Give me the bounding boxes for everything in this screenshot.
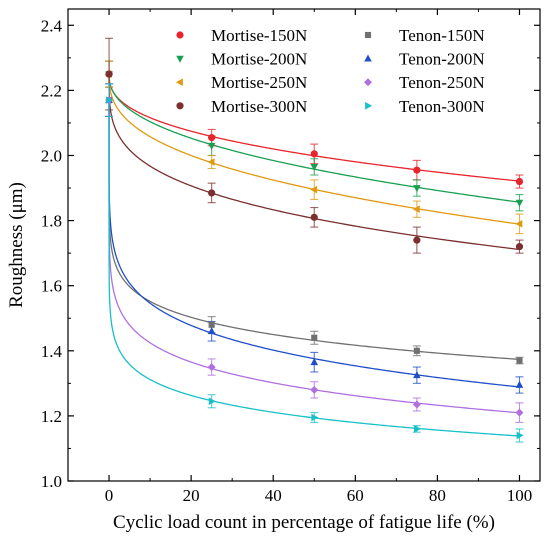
y-tick-label: 1.8: [41, 212, 62, 231]
point-tenon-300n: [106, 96, 114, 104]
y-tick-label: 2.2: [41, 81, 62, 100]
x-tick-label: 20: [183, 486, 200, 505]
point-mortise-200n: [515, 199, 524, 207]
point-tenon-150n: [311, 334, 318, 341]
point-mortise-300n: [413, 236, 421, 244]
point-mortise-150n: [208, 133, 216, 142]
point-tenon-300n: [516, 431, 524, 440]
point-mortise-150n: [515, 177, 524, 186]
y-tick-label: 1.2: [41, 407, 62, 426]
x-tick-label: 100: [507, 486, 533, 505]
legend-marker: [176, 31, 184, 39]
point-tenon-300n: [311, 413, 319, 422]
legend-label: Mortise-250N: [211, 73, 307, 92]
point-tenon-300n: [413, 425, 422, 433]
x-tick-label: 40: [265, 486, 282, 505]
x-axis-title: Cyclic load count in percentage of fatig…: [113, 512, 495, 533]
legend-label: Mortise-150N: [211, 26, 307, 45]
legend-label: Tenon-300N: [399, 97, 485, 116]
legend-item-mortise-200n: Mortise-200N: [176, 50, 307, 69]
point-tenon-250n: [207, 363, 216, 372]
legend-marker: [175, 78, 183, 86]
legend-label: Tenon-250N: [399, 73, 485, 92]
plot-frame: [67, 8, 541, 482]
point-tenon-250n: [310, 385, 319, 394]
point-tenon-300n: [208, 397, 216, 406]
point-tenon-200n: [515, 380, 524, 388]
point-mortise-200n: [207, 142, 216, 150]
point-mortise-150n: [413, 166, 421, 174]
legend-marker: [176, 102, 184, 110]
legend-marker: [364, 78, 372, 87]
fit-curve-mortise-300n: [108, 74, 520, 251]
point-mortise-200n: [413, 185, 421, 193]
point-tenon-200n: [207, 327, 216, 335]
legend-item-tenon-250n: Tenon-250N: [364, 73, 485, 92]
legend-item-tenon-150n: Tenon-150N: [364, 26, 485, 45]
point-mortise-300n: [208, 189, 216, 197]
fit-curves: [108, 74, 520, 437]
point-mortise-150n: [310, 150, 318, 158]
legend: Mortise-150N Mortise-200N Mortise-250N Mort…: [175, 26, 485, 116]
legend-item-tenon-300n: Tenon-300N: [365, 97, 485, 116]
fit-curve-tenon-150n: [108, 100, 520, 361]
legend-item-mortise-150n: Mortise-150N: [176, 26, 307, 45]
axis-ticks: 0 20 40 60 80 100 1.0 1.2 1.4 1.6 1.8 2.0 2.2 2.4: [41, 9, 540, 505]
y-tick-label: 1.6: [41, 277, 62, 296]
legend-marker: [176, 55, 184, 63]
legend-marker: [365, 102, 373, 110]
legend-item-tenon-200n: Tenon-200N: [364, 50, 485, 69]
legend-label: Tenon-150N: [399, 26, 485, 45]
legend-item-mortise-250n: Mortise-250N: [175, 73, 307, 92]
point-mortise-300n: [515, 243, 524, 251]
point-tenon-250n: [412, 400, 421, 409]
point-tenon-150n: [208, 321, 215, 328]
point-mortise-250n: [412, 205, 420, 213]
fit-curve-tenon-300n: [108, 100, 520, 437]
fit-curve-tenon-200n: [108, 100, 520, 388]
point-mortise-300n: [310, 213, 318, 221]
y-tick-label: 1.0: [41, 472, 62, 491]
data-points: [104, 70, 524, 440]
point-mortise-250n: [310, 185, 318, 194]
point-mortise-250n: [515, 220, 523, 228]
legend-label: Mortise-300N: [211, 97, 307, 116]
fit-curve-mortise-250n: [108, 74, 520, 225]
point-mortise-300n: [105, 70, 113, 78]
point-mortise-250n: [207, 158, 215, 166]
legend-marker: [364, 54, 372, 62]
point-tenon-150n: [413, 347, 420, 354]
legend-item-mortise-300n: Mortise-300N: [176, 97, 307, 116]
y-axis-title: Roughness (μm): [6, 182, 27, 308]
y-tick-label: 2.4: [41, 16, 63, 35]
legend-marker: [364, 31, 372, 39]
point-mortise-200n: [310, 163, 319, 172]
legend-label: Mortise-200N: [211, 50, 307, 69]
legend-label: Tenon-200N: [399, 50, 485, 69]
point-tenon-200n: [413, 371, 421, 379]
fit-curve-tenon-250n: [108, 100, 520, 414]
y-tick-label: 1.4: [41, 342, 63, 361]
x-tick-label: 0: [105, 486, 114, 505]
point-tenon-200n: [310, 358, 319, 366]
x-tick-label: 80: [429, 486, 446, 505]
point-tenon-250n: [515, 408, 524, 417]
y-tick-label: 2.0: [41, 146, 62, 165]
point-tenon-150n: [516, 357, 523, 364]
x-tick-label: 60: [347, 486, 364, 505]
